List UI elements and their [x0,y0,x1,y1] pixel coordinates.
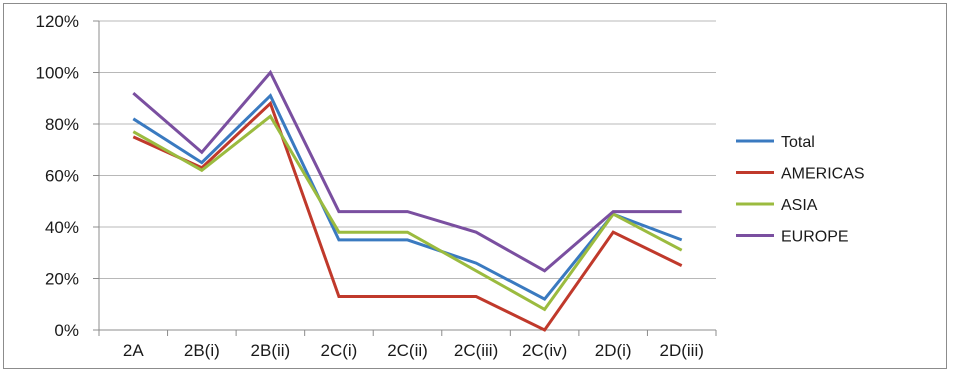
y-tick-label: 120% [36,12,79,31]
x-tick-label: 2D(iii) [660,341,704,360]
legend-label: ASIA [781,197,818,214]
x-tick-label: 2B(i) [184,341,220,360]
x-tick-label: 2C(ii) [387,341,428,360]
legend-label: Total [781,134,815,151]
legend: Total AMERICAS ASIA EUROPE [736,134,865,246]
y-tick-label: 0% [54,321,79,340]
y-tick-label: 20% [45,270,79,289]
y-axis-ticks: 0% 20% 40% 60% 80% 100% 120% [36,12,99,340]
series-line-asia [132,114,683,312]
y-tick-label: 60% [45,167,79,186]
series-line-americas [132,100,683,332]
x-axis-ticks: 2A 2B(i) 2B(ii) 2C(i) 2C(ii) 2C(iii) 2C(iv) 2D(… [98,330,717,360]
x-tick-label: 2D(i) [595,341,632,360]
series-line-europe [132,69,682,273]
y-tick-label: 40% [45,218,79,237]
legend-label: AMERICAS [781,166,865,183]
series-lines [132,69,683,332]
x-tick-label: 2C(iv) [522,341,567,360]
x-tick-label: 2A [123,341,144,360]
x-tick-label: 2C(i) [321,341,358,360]
chart-frame [3,3,947,369]
gridlines [99,20,716,279]
x-tick-label: 2C(iii) [454,341,498,360]
x-tick-label: 2B(ii) [251,341,291,360]
y-tick-label: 100% [36,64,79,83]
legend-label: EUROPE [781,229,849,246]
series-line-total [132,93,683,302]
y-tick-label: 80% [45,115,79,134]
